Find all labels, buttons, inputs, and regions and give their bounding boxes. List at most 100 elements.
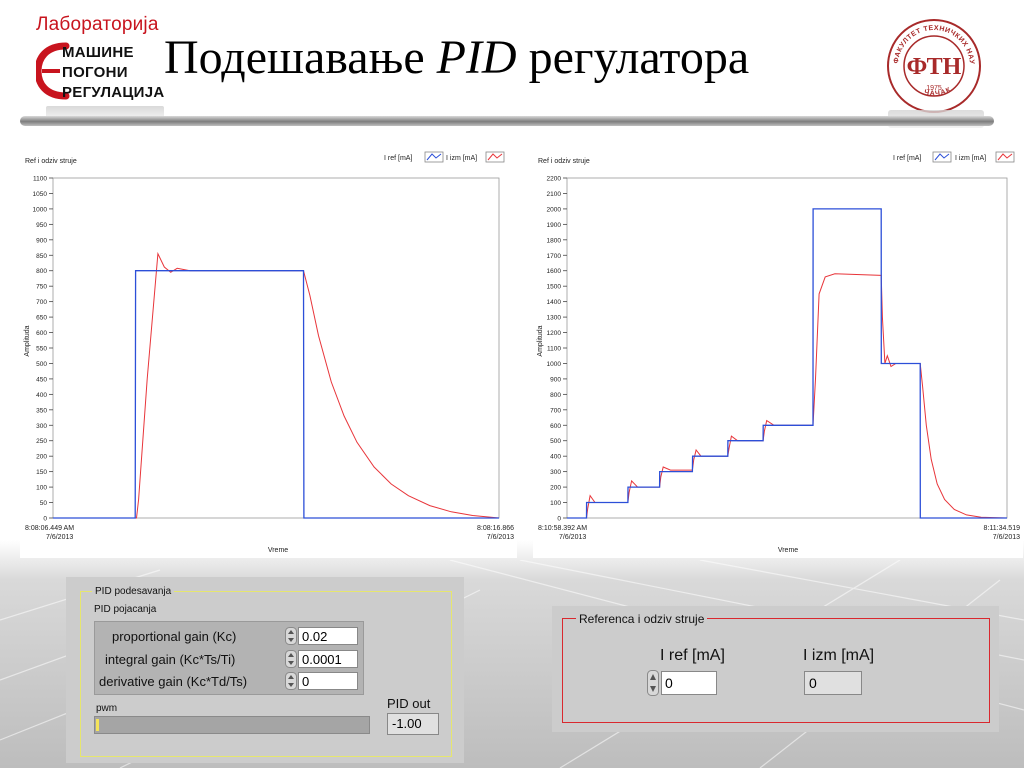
lab-logo-mark — [36, 42, 70, 100]
chart-1-ytick-label: 550 — [36, 346, 47, 353]
lab-logo-line-regulacija: РЕГУЛАЦИЈА — [62, 84, 165, 101]
chart-1-ytick-label: 500 — [36, 361, 47, 368]
chart-1-legend-ref-swatch — [424, 151, 444, 163]
chart-2-plot-area — [566, 177, 1008, 519]
pid-out-indicator: -1.00 — [387, 713, 439, 735]
chart-1-series-i-ref-line — [53, 270, 499, 519]
chart-2-ytick-label: 100 — [550, 500, 561, 507]
pwm-progress-bar — [94, 716, 370, 734]
title-divider — [20, 116, 994, 126]
chart-2-ytick-label: 1800 — [547, 237, 562, 244]
svg-text:ЧАЧАК: ЧАЧАК — [923, 86, 952, 97]
chart-1-ytick-label: 750 — [36, 284, 47, 291]
chart-2-x-start-date: 7/6/2013 — [559, 534, 586, 541]
pwm-label: pwm — [96, 703, 118, 714]
chart-1-ytick-label: 300 — [36, 423, 47, 430]
chart-2-ytick-label: 1300 — [547, 315, 562, 322]
chart-2-ytick-label: 1200 — [547, 330, 562, 337]
chart-1-x-start-date: 7/6/2013 — [46, 534, 73, 541]
chart-2-series-i-izm-line — [567, 273, 1008, 519]
chart-1-legend: I ref [mA] I izm [mA] — [384, 151, 505, 163]
chart-1-title: Ref i odziv struje — [25, 158, 77, 165]
pid-settings-frame — [80, 591, 452, 757]
chart-1-ytick-label: 950 — [36, 222, 47, 229]
chart-2-x-start-time: 8:10:58.392 AM — [538, 525, 587, 532]
i-ref-label: I ref [mA] — [660, 647, 725, 664]
chart-2-ylabel: Amplituda — [537, 325, 544, 356]
chart-2-ytick-label: 300 — [550, 469, 561, 476]
chart-1-ytick-label: 0 — [43, 516, 47, 523]
chart-2-legend-ref-swatch — [932, 151, 952, 163]
seal-year: 1975 — [926, 85, 942, 92]
chart-1-legend-izm-label: I izm [mA] — [446, 155, 477, 162]
chart-1-x-end-date: 7/6/2013 — [487, 534, 514, 541]
chart-1-ytick-label: 1050 — [33, 191, 48, 198]
chart-1-x-end-time: 8:08:16.866 — [477, 525, 514, 532]
chart-1-legend-izm-swatch — [485, 151, 505, 163]
proportional-gain-spinner[interactable] — [285, 627, 297, 645]
chart-1-xlabel: Vreme — [268, 547, 288, 554]
chart-1: Ref i odziv struje I ref [mA] I izm [mA]… — [24, 151, 514, 554]
chart-1-legend-ref-label: I ref [mA] — [384, 155, 412, 162]
chart-2-ytick-label: 600 — [550, 423, 561, 430]
chart-2-ytick-label: 1600 — [547, 268, 562, 275]
chart-2-ytick-label: 500 — [550, 438, 561, 445]
chart-1-ytick-label: 700 — [36, 299, 47, 306]
chart-2-legend-izm-label: I izm [mA] — [955, 155, 986, 162]
lab-logo-line-mashine: МАШИНЕ — [62, 44, 134, 61]
derivative-gain-spinner[interactable] — [285, 672, 297, 690]
reference-title: Referenca i odziv struje — [576, 612, 708, 626]
integral-gain-input[interactable]: 0.0001 — [298, 650, 358, 668]
chart-2-legend-ref-line-icon — [934, 153, 950, 161]
chart-1-ytick-label: 1000 — [33, 206, 48, 213]
chart-2-ytick-label: 1100 — [547, 346, 561, 353]
chart-2-axes: 0 100 200 300 400 500 600 700 800 900 1000 1100 1200… — [547, 176, 1008, 523]
chart-1-ytick-label: 800 — [36, 268, 47, 275]
slide-title-pid: PID — [436, 31, 517, 84]
chart-1-ytick-label: 900 — [36, 237, 47, 244]
chart-2-x-end-time: 8:11:34.519 — [984, 525, 1021, 532]
chart-2-title: Ref i odziv struje — [538, 158, 590, 165]
chart-1-ytick-label: 250 — [36, 438, 47, 445]
chart-2-ytick-label: 1000 — [547, 361, 562, 368]
integral-gain-spinner[interactable] — [285, 650, 297, 668]
chart-2-legend-izm-line-icon — [997, 153, 1013, 161]
chart-2-ytick-label: 200 — [550, 485, 561, 492]
lab-logo: Лабораторија МАШИНЕ ПОГОНИ РЕГУЛАЦИЈА — [36, 14, 166, 126]
chart-panel-1: Ref i odziv struje I ref [mA] I izm [mA]… — [20, 146, 517, 558]
chart-2-legend-ref-label: I ref [mA] — [893, 155, 921, 162]
i-ref-spinner[interactable] — [647, 670, 659, 696]
i-izm-label: I izm [mA] — [803, 647, 875, 664]
chart-2-ytick-label: 2200 — [547, 176, 562, 183]
chart-2: Ref i odziv struje I ref [mA] I izm [mA]… — [537, 151, 1021, 554]
chart-1-ylabel: Amplituda — [24, 325, 31, 356]
reference-frame — [562, 618, 990, 723]
chart-1-ytick-label: 350 — [36, 407, 47, 414]
chart-1-ytick-label: 450 — [36, 376, 47, 383]
chart-1-ytick-label: 400 — [36, 392, 47, 399]
chart-panel-2: Ref i odziv struje I ref [mA] I izm [mA]… — [533, 146, 1023, 558]
chart-1-ytick-label: 50 — [40, 500, 48, 507]
proportional-gain-label: proportional gain (Kc) — [112, 629, 237, 644]
chart-1-ytick-label: 600 — [36, 330, 47, 337]
chart-1-ytick-label: 200 — [36, 454, 47, 461]
lab-logo-line-pogoni: ПОГОНИ — [62, 64, 128, 81]
chart-2-ytick-label: 1700 — [547, 253, 562, 260]
chart-2-ytick-label: 1500 — [547, 284, 562, 291]
chart-1-x-start-time: 8:08:06.449 AM — [25, 525, 74, 532]
chart-2-ytick-label: 900 — [550, 376, 561, 383]
reference-panel: Referenca i odziv struje I ref [mA] 0 I … — [552, 606, 999, 732]
chart-1-ytick-label: 100 — [36, 485, 47, 492]
seal-bottom-text: ЧАЧАК — [923, 86, 951, 97]
chart-1-ytick-label: 150 — [36, 469, 47, 476]
pid-settings-panel: PID podesavanja PID pojacanja proportion… — [66, 577, 464, 763]
i-ref-input[interactable]: 0 — [661, 671, 717, 695]
slide-title-part-1: Подешавање — [164, 31, 437, 84]
proportional-gain-input[interactable]: 0.02 — [298, 627, 358, 645]
seal-monogram: ФТН — [907, 54, 962, 80]
faculty-seal-logo: ФАКУЛТЕТ ТЕХНИЧКИХ НАУКА ЧАЧАК ФТН 1975 — [884, 18, 981, 113]
pwm-progress-fill — [96, 719, 99, 731]
pid-settings-title: PID podesavanja — [92, 586, 175, 597]
chart-1-legend-izm-line-icon — [487, 153, 503, 161]
derivative-gain-input[interactable]: 0 — [298, 672, 358, 690]
